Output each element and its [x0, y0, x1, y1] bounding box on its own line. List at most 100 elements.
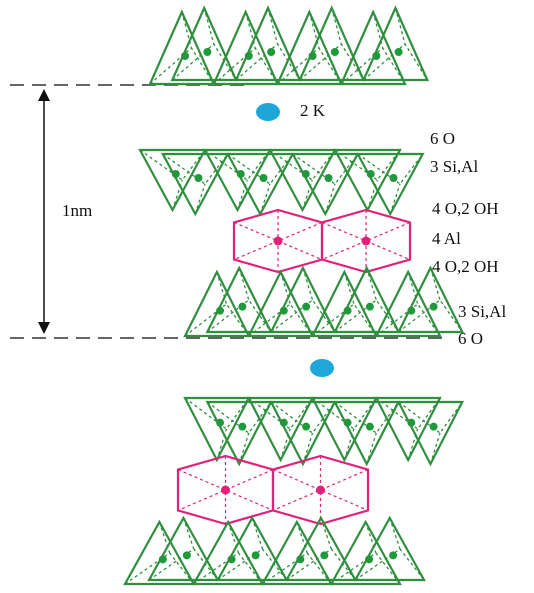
tetrahedron: [333, 265, 401, 334]
octahedron-edge: [177, 469, 274, 511]
tetrahedron: [353, 515, 426, 582]
cation: [302, 422, 311, 431]
tetrahedron: [225, 152, 295, 217]
cation: [251, 551, 260, 560]
cation: [194, 174, 203, 182]
tetrahedron-edge: [248, 303, 314, 337]
al-ion: [316, 485, 325, 495]
cation: [394, 48, 403, 56]
tetrahedron: [246, 269, 315, 338]
tetrahedron: [215, 515, 289, 582]
cation: [182, 551, 191, 560]
tetrahedron: [205, 400, 273, 467]
al-ion: [221, 485, 230, 495]
tetrahedron: [355, 152, 425, 217]
tetrahedron: [374, 269, 442, 338]
tetrahedron: [269, 265, 337, 334]
cation: [324, 174, 333, 182]
tetrahedron: [246, 396, 315, 463]
tetrahedron: [191, 519, 265, 586]
ion-label: 2 K: [300, 101, 326, 120]
cation: [365, 422, 374, 431]
octahedron-edge: [233, 221, 323, 261]
tetrahedron: [333, 400, 401, 467]
tetrahedron: [396, 400, 465, 467]
tetrahedron-edge: [203, 7, 215, 45]
k-ion: [256, 103, 280, 121]
tetrahedron-edge: [184, 303, 250, 337]
layer-label: 4 O,2 OH: [432, 199, 499, 218]
tetrahedron: [138, 148, 207, 213]
tetrahedron-edge: [267, 7, 279, 45]
tetrahedron: [284, 515, 358, 582]
cation: [429, 422, 438, 431]
tetrahedron: [339, 9, 407, 86]
cation: [238, 422, 247, 431]
tetrahedron: [269, 400, 337, 467]
tetrahedron: [310, 269, 379, 338]
octahedron-edge: [233, 221, 323, 261]
tetrahedron: [310, 396, 379, 463]
layer-label: 4 Al: [432, 229, 461, 248]
tetrahedron: [123, 519, 196, 586]
octahedron-edge: [321, 221, 411, 261]
tetrahedron-edge: [394, 7, 406, 45]
layer-label: 6 O: [430, 129, 455, 148]
tetrahedron-edge: [206, 299, 272, 333]
cation: [320, 551, 329, 560]
tetrahedron-edge: [259, 183, 271, 215]
tetrahedron-edge: [270, 299, 336, 333]
cation: [429, 302, 438, 311]
tetrahedron: [333, 148, 402, 213]
tetrahedron-edge: [375, 303, 441, 337]
tetrahedron: [275, 9, 343, 86]
layer-label: 4 O,2 OH: [432, 257, 499, 276]
tetrahedron: [234, 5, 302, 82]
cation: [389, 551, 398, 560]
tetrahedron: [290, 152, 360, 217]
tetrahedron-edge: [389, 183, 401, 215]
octahedron-edge: [272, 469, 369, 511]
cation: [238, 302, 247, 311]
tetrahedron-edge: [334, 299, 400, 333]
cation: [389, 174, 398, 182]
al-ion: [273, 236, 283, 246]
tetrahedron: [329, 519, 402, 586]
tetrahedron: [396, 265, 465, 334]
tetrahedron: [147, 515, 220, 582]
cation: [330, 48, 339, 56]
tetrahedron-edge: [312, 303, 377, 337]
cation: [267, 48, 276, 56]
tetrahedron: [170, 5, 238, 82]
tetrahedron: [183, 396, 251, 463]
tetrahedron: [160, 152, 230, 217]
cation: [302, 302, 311, 311]
tetrahedron-edge: [331, 7, 342, 45]
layer-label: 3 Si,Al: [430, 157, 478, 176]
tetrahedron: [260, 519, 334, 586]
al-ion: [361, 236, 371, 246]
tetrahedron: [183, 269, 251, 338]
tetrahedron: [361, 5, 430, 82]
scale-label: 1nm: [62, 201, 92, 220]
k-ion: [310, 359, 334, 377]
tetrahedron: [148, 9, 216, 86]
tetrahedron: [212, 9, 280, 86]
layer-label: 6 O: [458, 329, 483, 348]
tetrahedron: [268, 148, 337, 213]
tetrahedron-edge: [324, 183, 336, 215]
cation: [365, 302, 374, 311]
tetrahedron: [298, 5, 366, 82]
cation: [259, 174, 268, 182]
layer-label: 3 Si,Al: [458, 302, 506, 321]
octahedron-edge: [321, 221, 411, 261]
tetrahedron: [203, 148, 272, 213]
tetrahedron-edge: [194, 183, 206, 215]
tetrahedron: [374, 396, 442, 463]
tetrahedron: [205, 265, 273, 334]
cation: [203, 48, 212, 56]
octahedron-edge: [272, 469, 369, 511]
structure: [123, 5, 465, 586]
octahedron-edge: [177, 469, 274, 511]
